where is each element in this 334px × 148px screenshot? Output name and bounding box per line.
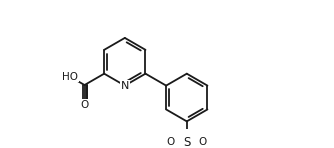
Text: S: S [183,136,190,148]
Text: N: N [121,81,129,91]
Text: O: O [80,100,89,110]
Text: O: O [167,137,175,147]
Text: HO: HO [62,72,78,82]
Text: O: O [199,137,207,147]
